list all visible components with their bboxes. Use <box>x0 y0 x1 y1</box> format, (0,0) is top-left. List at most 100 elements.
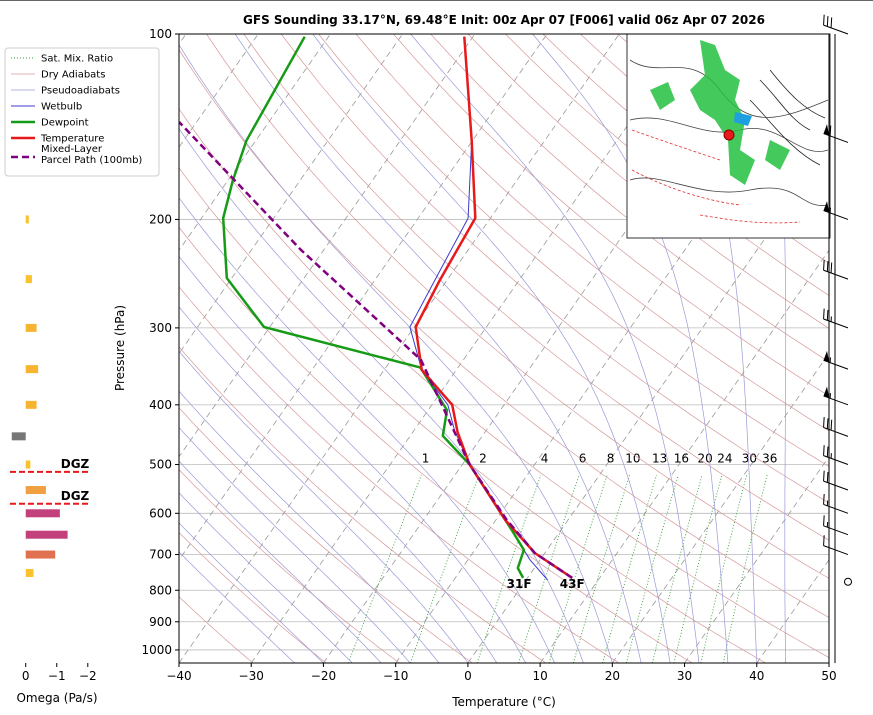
chart-title: GFS Sounding 33.17°N, 69.48°E Init: 00z … <box>243 13 765 27</box>
omega-bar <box>25 460 31 469</box>
x-tick-label: 20 <box>605 669 620 683</box>
dry-adiabat <box>393 34 829 397</box>
wind-barb <box>823 386 849 406</box>
x-tick-label: −40 <box>166 669 191 683</box>
barb-flag <box>826 261 829 272</box>
legend: Sat. Mix. Ratio Dry Adiabats Pseudoadiabat… <box>4 47 160 177</box>
plot-frame <box>178 33 830 664</box>
barb-staff <box>823 269 849 280</box>
mixing-ratio-label: 16 <box>674 452 689 466</box>
x-tick-label: 10 <box>532 669 547 683</box>
barb-flag <box>823 493 825 505</box>
barb-flag <box>829 125 832 136</box>
x-axis-label: Temperature (°C) <box>451 695 556 709</box>
isotherm <box>179 34 548 561</box>
omega-bar <box>25 215 29 224</box>
dry-adiabat <box>179 532 327 663</box>
wind-barb <box>844 577 852 586</box>
barb-staff <box>823 455 849 465</box>
omega-bar <box>25 509 60 518</box>
dry-adiabat <box>430 34 829 363</box>
barb-flag <box>823 308 825 320</box>
mixing-ratio-line <box>722 474 768 663</box>
barb-flag <box>823 14 825 26</box>
isotherm <box>828 662 829 663</box>
legend-label: Temperature <box>40 134 104 145</box>
dry-adiabat <box>318 34 829 467</box>
omega-tick-label: −1 <box>48 669 66 683</box>
mixing-ratio-label: 6 <box>579 452 587 466</box>
wind-barb <box>823 493 849 514</box>
barb-staff <box>823 545 849 556</box>
barb-pennant <box>823 201 830 213</box>
series-line <box>221 36 526 579</box>
wind-barb <box>823 124 849 143</box>
x-tick-label: −30 <box>239 669 264 683</box>
isotherm <box>179 34 620 663</box>
barb-flag <box>823 470 825 482</box>
omega-bar <box>25 530 68 539</box>
barb-pennant <box>823 386 830 398</box>
wind-barb <box>823 470 849 491</box>
dry-adiabat <box>467 34 829 329</box>
legend-label: Dry Adiabats <box>41 70 105 81</box>
moist-adiabat <box>179 492 353 663</box>
barb-staff <box>823 318 849 329</box>
moist-adiabat <box>179 197 555 663</box>
dry-adiabat <box>505 34 829 296</box>
barb-staff <box>823 503 849 514</box>
mixing-ratio-label: 24 <box>717 452 732 466</box>
omega-bar <box>25 365 39 374</box>
x-tick-label: −20 <box>311 669 336 683</box>
x-tick-label: 0 <box>464 669 472 683</box>
wind-barb <box>823 535 849 556</box>
moist-adiabat <box>179 350 469 663</box>
mixing-ratio-line <box>651 474 703 663</box>
dry-adiabat <box>355 34 829 432</box>
omega-bar <box>25 400 37 409</box>
moist-adiabat <box>766 34 787 663</box>
inset-map <box>626 33 831 239</box>
y-tick-label: 300 <box>149 321 172 335</box>
y-tick-label: 400 <box>149 398 172 412</box>
dry-adiabat <box>179 226 693 663</box>
barb-flag <box>830 262 833 273</box>
inset-isotherm <box>631 129 801 224</box>
wind-barb <box>823 350 849 370</box>
isotherm <box>179 34 476 458</box>
moist-adiabat <box>410 34 700 663</box>
moist-adiabat <box>234 34 642 663</box>
barb-pennant <box>823 124 830 136</box>
barb-staff <box>823 525 849 536</box>
mixing-ratio-label: 36 <box>762 452 777 466</box>
dgz-label: DGZ <box>61 457 90 471</box>
x-tick-label: 40 <box>749 669 764 683</box>
mixing-ratio-label: 2 <box>479 452 487 466</box>
y-tick-label: 600 <box>149 506 172 520</box>
y-tick-label: 700 <box>149 548 172 562</box>
mixing-ratio-label: 30 <box>742 452 757 466</box>
legend-label: Mixed-Layer Parcel Path (100mb) <box>41 144 142 166</box>
inset-location <box>723 129 735 141</box>
x-tick-label: 30 <box>677 669 692 683</box>
dry-adiabat <box>179 286 620 663</box>
barb-flag <box>823 515 825 526</box>
mixing-ratio-label: 8 <box>607 452 615 466</box>
series-line <box>414 36 573 579</box>
mixing-ratio-label: 13 <box>652 452 667 466</box>
wind-barb <box>823 417 849 437</box>
barb-staff <box>823 24 849 35</box>
omega-bar <box>11 432 26 441</box>
barb-flag <box>830 17 833 28</box>
isotherm <box>467 146 829 663</box>
isotherm <box>250 34 692 663</box>
dry-adiabat <box>243 34 829 541</box>
moist-adiabat <box>179 390 440 663</box>
mixing-ratio-line <box>700 474 748 663</box>
mixing-ratio-line <box>476 474 542 663</box>
isotherm <box>179 34 403 355</box>
dry-adiabat <box>179 167 766 663</box>
barb-staff <box>823 426 849 437</box>
isotherm <box>323 34 765 663</box>
mixing-ratio-line <box>625 474 679 663</box>
